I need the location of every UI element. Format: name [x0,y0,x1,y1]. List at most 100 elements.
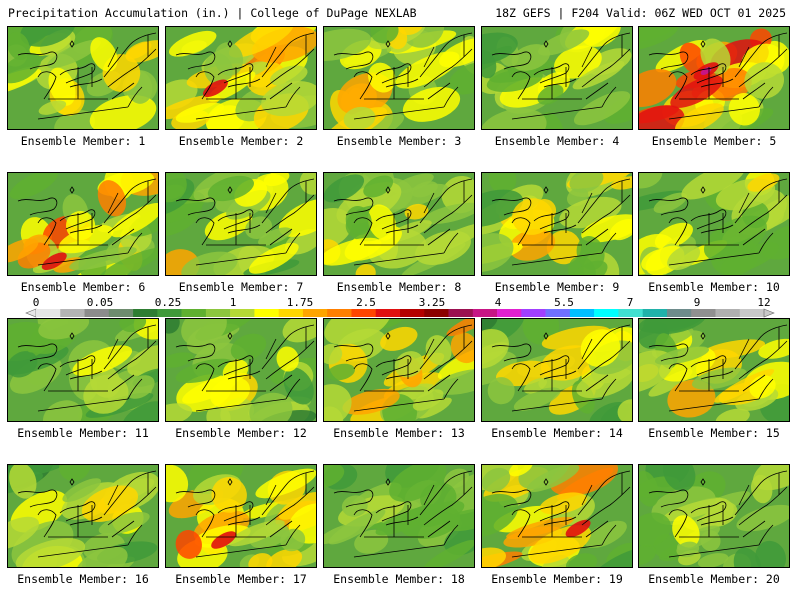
member-map-20 [638,464,790,568]
legend-swatch [569,309,595,317]
legend-swatch [254,309,279,317]
color-scale-bar: 0 0.05 0.25 1 1.75 2.5 3.25 4 5.5 7 9 12 [25,296,775,318]
legend-tick-label: 5.5 [554,296,574,309]
legend-tick-label: 0.25 [155,296,182,309]
legend-tick-label: 4 [495,296,502,309]
legend-swatch [594,309,619,317]
member-label-7: Ensemble Member: 7 [178,280,304,294]
member-map-16 [7,464,159,568]
precip-map-svg [8,173,158,275]
precip-map-svg [639,173,789,275]
member-label-15: Ensemble Member: 15 [648,426,780,440]
member-label-9: Ensemble Member: 9 [494,280,620,294]
page-title: Precipitation Accumulation (in.) | Colle… [8,6,417,20]
legend-swatch [472,309,498,317]
member-map-15 [638,318,790,422]
legend-swatch [36,309,61,317]
precip-map-svg [324,319,474,421]
legend-swatch [157,309,182,317]
member-map-6 [7,172,159,276]
precip-map-svg [166,27,316,129]
legend-swatch [133,309,158,317]
legend-swatch [375,309,401,317]
legend-tick-label: 7 [627,296,634,309]
member-label-16: Ensemble Member: 16 [17,572,149,586]
legend-max-arrow [763,308,775,318]
member-label-8: Ensemble Member: 8 [336,280,462,294]
precip-map-svg [639,465,789,567]
member-map-12 [165,318,317,422]
legend-swatch [739,309,765,317]
precip-map-svg [166,465,316,567]
member-label-12: Ensemble Member: 12 [175,426,307,440]
member-map-9 [481,172,633,276]
legend-swatch [230,309,255,317]
member-label-17: Ensemble Member: 17 [175,572,307,586]
member-label-13: Ensemble Member: 13 [333,426,465,440]
legend-tick-label: 0 [33,296,40,309]
legend-min-arrow [25,308,37,318]
legend-tick-label: 1.75 [287,296,314,309]
precip-map-svg [639,27,789,129]
legend-swatch [424,309,449,317]
member-map-7 [165,172,317,276]
precip-map-svg [166,173,316,275]
precip-map-svg [8,319,158,421]
member-label-11: Ensemble Member: 11 [17,426,149,440]
member-label-10: Ensemble Member: 10 [648,280,780,294]
legend-swatch [642,309,668,317]
legend-swatch [84,309,110,317]
precip-map-svg [324,465,474,567]
member-map-2 [165,26,317,130]
member-label-14: Ensemble Member: 14 [491,426,623,440]
legend-swatch [448,309,474,317]
legend-swatch [108,309,134,317]
precip-map-svg [8,465,158,567]
member-label-20: Ensemble Member: 20 [648,572,780,586]
member-map-17 [165,464,317,568]
run-valid-time: 18Z GEFS | F204 Valid: 06Z WED OCT 01 20… [495,6,786,20]
precip-map-svg [482,173,632,275]
member-map-14 [481,318,633,422]
legend-tick-label: 12 [757,296,770,309]
precip-map-svg [639,319,789,421]
member-map-19 [481,464,633,568]
member-label-6: Ensemble Member: 6 [20,280,146,294]
member-label-18: Ensemble Member: 18 [333,572,465,586]
precip-map-svg [482,319,632,421]
color-scale-legend: 0 0.05 0.25 1 1.75 2.5 3.25 4 5.5 7 9 12 [0,296,800,322]
legend-tick-label: 2.5 [356,296,376,309]
legend-tick-label: 9 [694,296,701,309]
member-map-4 [481,26,633,130]
legend-tick-label: 3.25 [419,296,446,309]
legend-swatch [618,309,643,317]
legend-tick-label: 0.05 [87,296,114,309]
member-map-8 [323,172,475,276]
legend-swatch [60,309,85,317]
legend-swatch [327,309,352,317]
legend-swatch [497,309,522,317]
legend-swatch [521,309,546,317]
member-map-13 [323,318,475,422]
legend-swatch [666,309,692,317]
precip-map-svg [324,173,474,275]
legend-swatch [351,309,377,317]
precip-map-svg [482,465,632,567]
member-map-3 [323,26,475,130]
legend-tick-label: 1 [230,296,237,309]
member-label-1: Ensemble Member: 1 [20,134,146,148]
member-label-2: Ensemble Member: 2 [178,134,304,148]
legend-swatch [545,309,571,317]
member-label-19: Ensemble Member: 19 [491,572,623,586]
legend-swatch [302,309,328,317]
member-map-11 [7,318,159,422]
member-map-18 [323,464,475,568]
legend-swatch [278,309,304,317]
legend-swatch [400,309,425,317]
precip-map-svg [482,27,632,129]
precip-map-svg [324,27,474,129]
member-map-5 [638,26,790,130]
member-label-5: Ensemble Member: 5 [651,134,777,148]
member-map-10 [638,172,790,276]
legend-swatch [691,309,716,317]
